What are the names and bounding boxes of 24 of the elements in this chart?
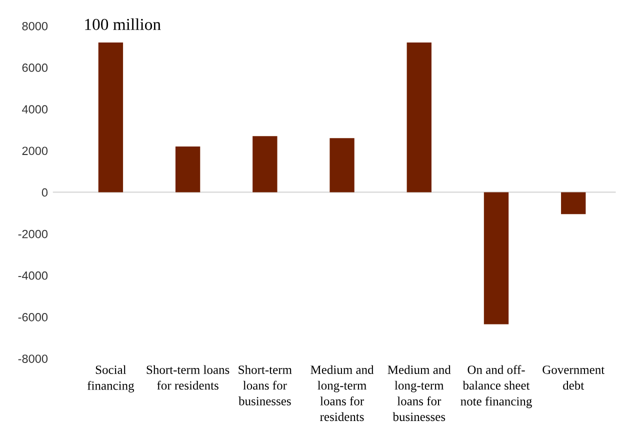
x-tick-label: On and off- balance sheet note financing [460,365,532,408]
bar [175,146,200,192]
x-tick-label: Medium and long-term loans for businesses [388,365,451,422]
y-tick-label: 0 [42,188,48,197]
y-tick-label: -2000 [18,230,48,238]
bar [406,42,432,192]
bar [330,138,354,192]
bar [98,42,124,192]
x-tick-label: Government debt [542,366,605,390]
x-tick-label: Social financing [87,365,134,392]
y-tick-label: -6000 [18,313,48,322]
bar [252,136,278,192]
x-tick-label: Short-term loans for businesses [238,365,292,406]
x-tick-label: Medium and long-term loans for residents [310,365,374,422]
y-tick-label: 4000 [22,105,48,114]
y-tick-label: -4000 [18,271,48,280]
bar [484,192,509,324]
y-tick-label: -8000 [18,354,48,363]
y-tick-label: 6000 [22,64,48,72]
y-axis-title: 100 million [85,18,161,30]
y-tick-label: 8000 [22,22,48,30]
x-tick-label: Short-term loans for residents [146,365,230,390]
bar [561,192,586,214]
y-tick-label: 2000 [22,146,48,156]
